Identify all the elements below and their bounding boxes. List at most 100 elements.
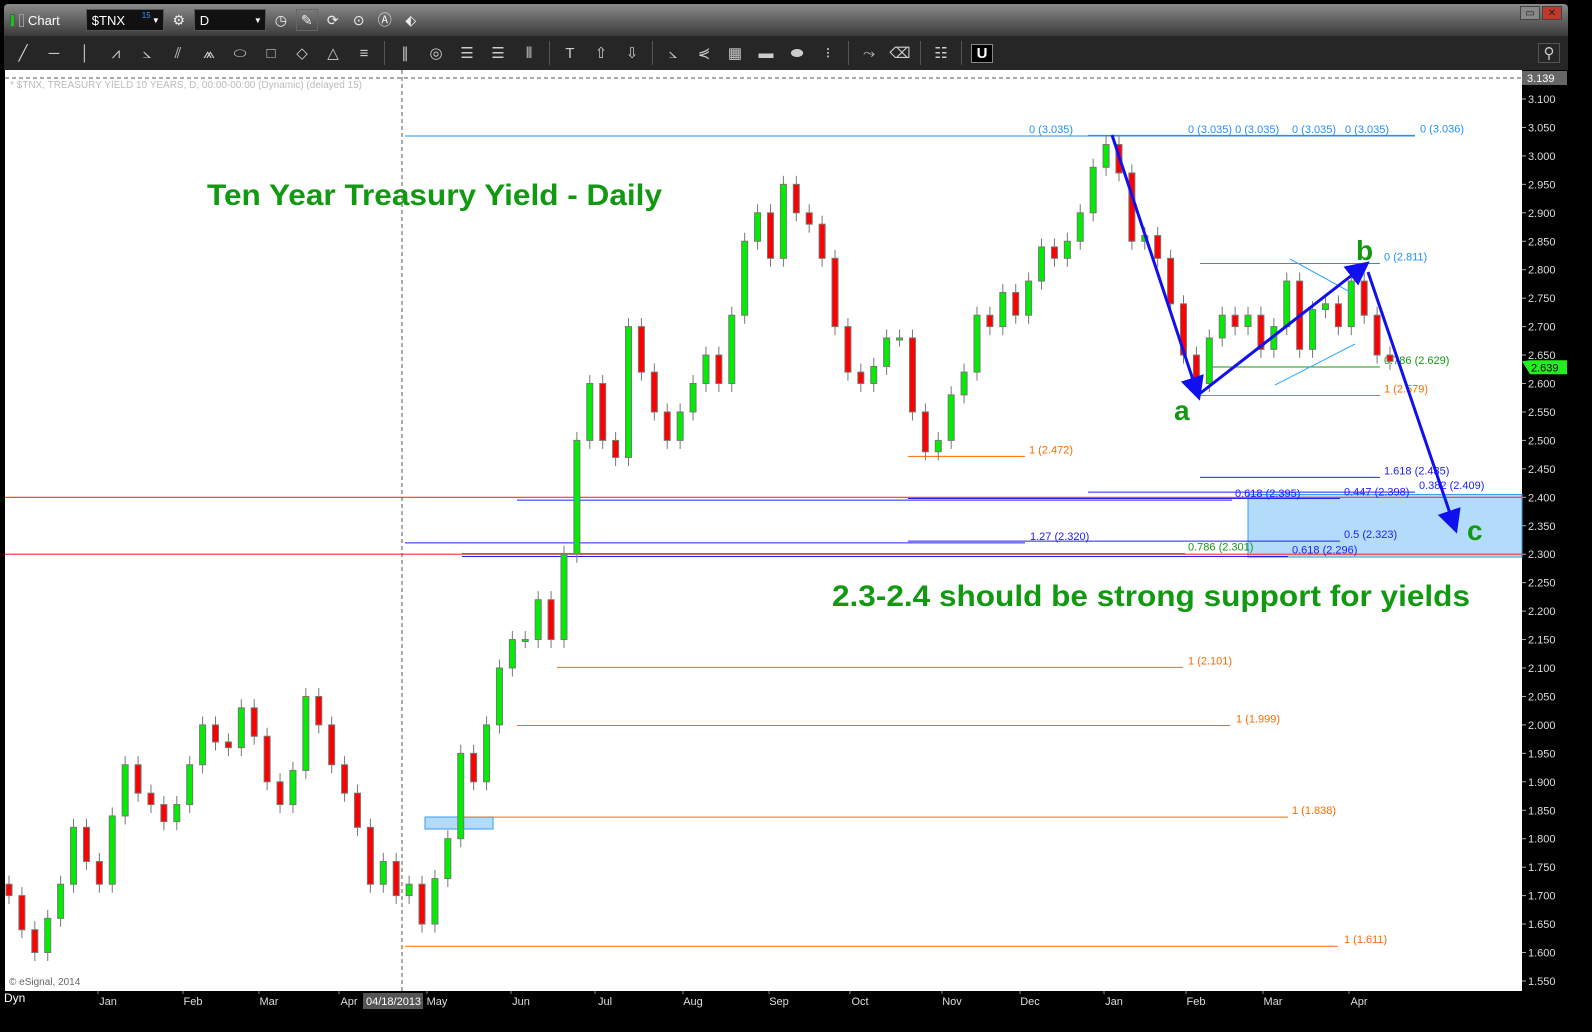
- comment-icon[interactable]: ☷: [934, 45, 948, 62]
- parallel-lines-icon[interactable]: ∥: [401, 45, 409, 62]
- interval-select[interactable]: D ▼: [193, 9, 266, 31]
- gann-fan-icon[interactable]: ⩕: [203, 44, 215, 62]
- channel-icon[interactable]: ≡: [359, 44, 369, 62]
- arrow-down-icon[interactable]: ⇩: [625, 45, 639, 62]
- line-tool-icon[interactable]: ╱: [18, 45, 28, 62]
- triangle-upper-line[interactable]: [1289, 258, 1351, 293]
- wave-arrow[interactable]: [1197, 261, 1370, 397]
- magnet-icon[interactable]: U: [971, 43, 993, 63]
- candle: [147, 784, 155, 814]
- candle: [44, 909, 52, 962]
- y-tick-label: 2.950: [1528, 179, 1556, 191]
- candle: [444, 830, 452, 888]
- y-tick-label: 3.100: [1528, 94, 1556, 106]
- candle: [960, 363, 968, 404]
- clock-icon[interactable]: ◷: [274, 11, 287, 28]
- y-tick-label: 2.100: [1528, 663, 1556, 675]
- chart-title: Ten Year Treasury Yield - Daily: [207, 179, 662, 212]
- pin-icon[interactable]: ⚲: [1538, 43, 1560, 63]
- candle: [1386, 346, 1394, 370]
- circles-icon[interactable]: ◎: [429, 45, 443, 62]
- fib-retracement-icon[interactable]: ☰: [460, 45, 474, 62]
- fib-level-label: 1 (2.472): [1029, 444, 1073, 456]
- candle: [1102, 135, 1110, 176]
- link-chain-icon[interactable]: ⬖: [405, 11, 417, 28]
- fib-level-label: 0.447 (2.398): [1344, 486, 1409, 498]
- candle: [237, 699, 245, 757]
- text-icon[interactable]: T: [565, 44, 575, 62]
- fan-icon[interactable]: ⦣: [142, 44, 152, 62]
- candle: [250, 699, 258, 745]
- candle: [921, 403, 929, 461]
- candle: [173, 796, 181, 831]
- wave-arrow[interactable]: [1110, 134, 1204, 401]
- candle: [57, 875, 65, 927]
- candle: [82, 818, 90, 870]
- x-tick-label: Jan: [1105, 996, 1123, 1008]
- pencil-icon[interactable]: ✎: [295, 9, 318, 31]
- speed-lines-icon[interactable]: ⦣: [668, 44, 678, 62]
- y-tick-label: 2.700: [1528, 322, 1556, 334]
- toolbar-divider: [384, 41, 385, 65]
- y-tick-label: 1.650: [1528, 919, 1556, 931]
- ellipse-icon[interactable]: ⬭: [233, 44, 247, 62]
- candle: [818, 215, 826, 267]
- y-tick-label: 1.550: [1528, 976, 1556, 988]
- candle: [857, 363, 865, 393]
- toolbar-divider: [961, 41, 962, 65]
- candle: [521, 631, 529, 649]
- y-tick-label: 1.700: [1528, 891, 1556, 903]
- horizontal-line-icon[interactable]: ─: [48, 44, 60, 62]
- mob-icon[interactable]: ▬: [758, 44, 774, 62]
- tj-icon[interactable]: ⬬: [790, 44, 804, 62]
- wave-arrow[interactable]: [1366, 271, 1461, 534]
- triangle-lower-line[interactable]: [1274, 343, 1356, 386]
- alert-icon[interactable]: Ⓐ: [377, 12, 392, 28]
- axis-mode-button[interactable]: Dyn: [4, 991, 25, 1005]
- window-title: Chart: [10, 13, 60, 28]
- pti-icon[interactable]: ⁝: [825, 45, 831, 62]
- x-tick-label: May: [427, 996, 448, 1008]
- rectangle-icon[interactable]: □: [266, 44, 276, 62]
- y-tick-label: 2.450: [1528, 464, 1556, 476]
- y-tick-label: 1.900: [1528, 777, 1556, 789]
- x-tick-label: Aug: [683, 996, 703, 1008]
- candle: [495, 659, 503, 734]
- price-chart[interactable]: 0 (3.035) 0 (3.035) 0 (3.035) 0 (3.035) 0 (…: [0, 70, 1592, 1032]
- y-tick-label: 2.300: [1528, 549, 1556, 561]
- fib-level-label: 0 (2.811): [1384, 251, 1427, 263]
- close-button[interactable]: ✕: [1542, 6, 1562, 20]
- candle: [263, 727, 271, 791]
- refresh-icon[interactable]: ⟳: [326, 11, 339, 28]
- settings-gear-icon[interactable]: ⚙: [172, 11, 186, 28]
- y-tick-label: 2.900: [1528, 208, 1556, 220]
- fib-time-icon[interactable]: ⦀: [525, 44, 533, 62]
- arrow-up-icon[interactable]: ⇧: [594, 45, 608, 62]
- speed-arcs-icon[interactable]: ⋞: [697, 45, 711, 62]
- diamond-icon[interactable]: ◇: [296, 45, 308, 62]
- symbol-input[interactable]: $TNX 15 ▼: [85, 9, 164, 31]
- grid-icon[interactable]: ▦: [727, 45, 743, 62]
- candle: [199, 716, 207, 774]
- zigzag-icon[interactable]: ⩘: [111, 44, 121, 62]
- fib-level-label: 0.786 (2.629): [1384, 355, 1449, 367]
- candle: [212, 716, 220, 751]
- play-icon[interactable]: ⊙: [352, 11, 365, 28]
- candle: [586, 374, 594, 449]
- fib-extension-icon[interactable]: ☰: [491, 45, 505, 62]
- fib-level-label: 1.27 (2.320): [1030, 531, 1089, 543]
- vertical-line-icon[interactable]: │: [80, 44, 90, 62]
- restore-button[interactable]: ▭: [1520, 6, 1540, 20]
- elliott-wave-icon[interactable]: ⤳: [862, 44, 875, 62]
- chevron-down-icon: ▼: [151, 15, 160, 25]
- fib-level-label: 0 (3.036): [1420, 123, 1464, 135]
- candle: [1334, 295, 1342, 336]
- x-tick-label: Nov: [942, 996, 962, 1008]
- candle: [754, 204, 762, 250]
- candle: [1038, 238, 1046, 290]
- y-tick-label: 2.050: [1528, 691, 1556, 703]
- candle: [315, 687, 323, 734]
- eraser-icon[interactable]: ⌫: [889, 45, 911, 62]
- pitchfork-icon[interactable]: ⫽: [174, 44, 182, 62]
- triangle-icon[interactable]: △: [327, 45, 339, 62]
